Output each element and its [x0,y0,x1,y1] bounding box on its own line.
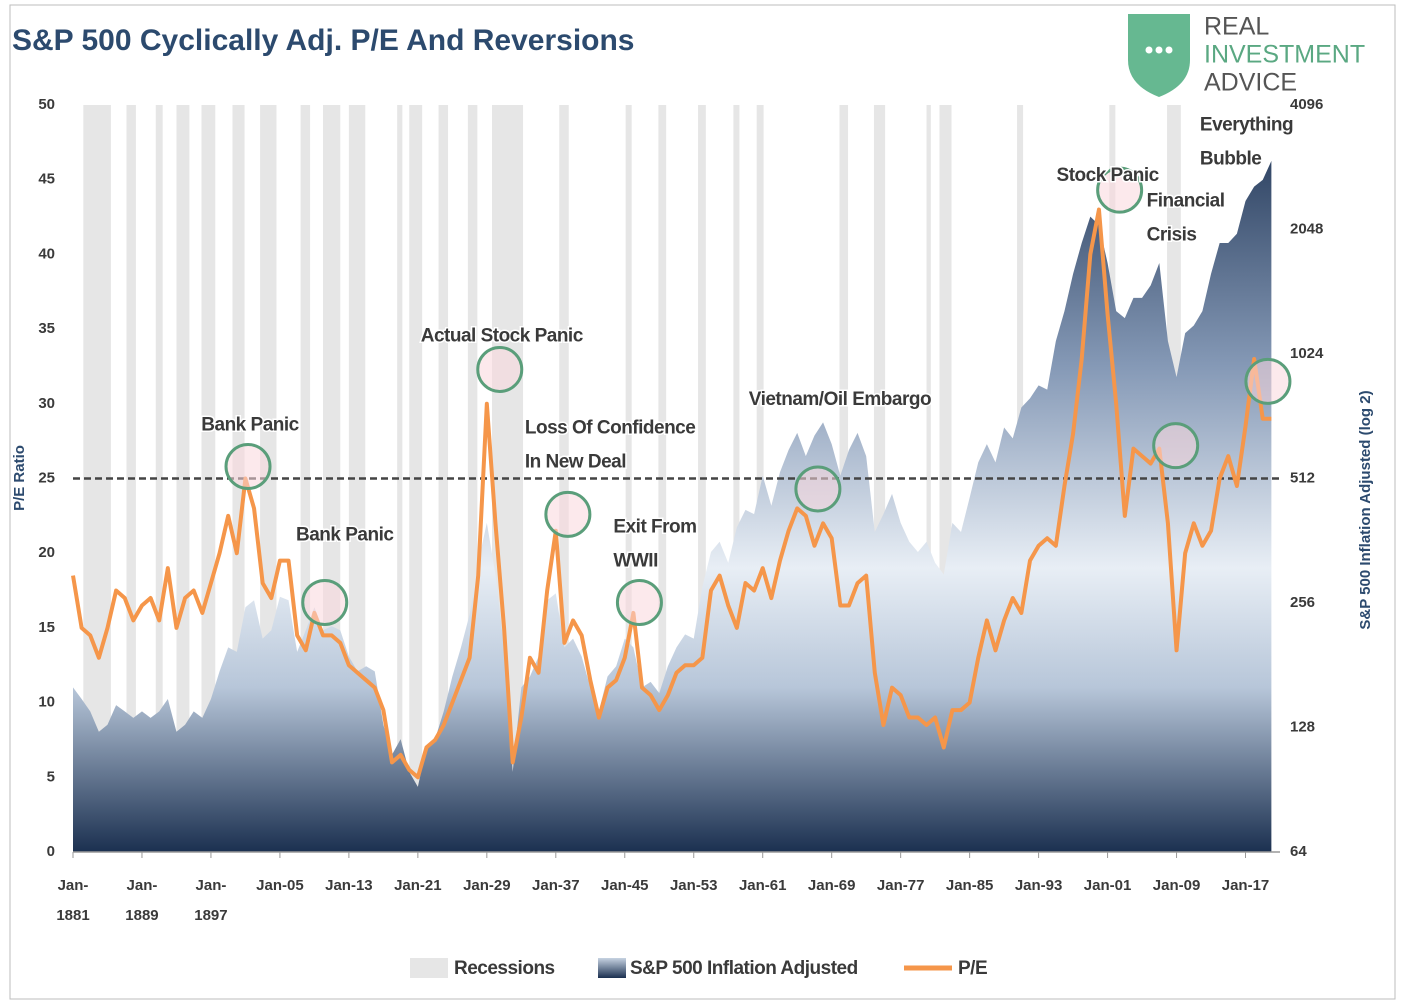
x-tick-label: Jan-29 [463,877,511,894]
y-tick-label: 10 [38,694,55,711]
annotation-circle [224,443,272,491]
frame [9,4,1396,1000]
annotation-label: Stock Panic [1057,165,1160,186]
annotation-label: In New Deal [525,451,626,472]
x-tick-label: Jan-09 [1153,877,1201,894]
x-tick-label-line: Jan- [127,877,158,894]
logo-dot [1155,46,1163,54]
annotation-circle [476,345,524,393]
y2-tick-label: 512 [1290,469,1315,486]
legend-swatch [598,958,626,978]
recession-band [176,105,190,852]
x-tick-label: Jan-61 [739,877,787,894]
logo-text: REAL [1204,13,1269,41]
x-tick-label: Jan-93 [1015,877,1063,894]
x-tick-label: Jan-21 [394,877,442,894]
y-tick-label: 50 [38,96,55,113]
area [73,160,1272,853]
y-tick-label: 20 [38,544,55,561]
y2-tick-label: 128 [1290,718,1315,735]
x-tick-label: Jan-77 [877,877,925,894]
annotation-circle [544,490,592,538]
x-tick-label-line: Jan- [196,877,227,894]
logo-shield [1128,14,1190,97]
y-tick-label: 40 [38,245,55,262]
y-tick-label: 45 [38,171,55,188]
x-tick-label: Jan-05 [256,877,304,894]
chart-title: S&P 500 Cyclically Adj. P/E And Reversio… [12,24,635,57]
x-tick-label-line: 1881 [56,907,89,924]
legend-label: Recessions [454,958,555,979]
annotation-label: Actual Stock Panic [421,325,584,346]
logo-dot [1145,46,1153,54]
annotation-circle [615,579,663,627]
x-tick-label-line: Jan- [58,877,89,894]
annotation-circle [1152,422,1200,470]
y2-tick-label: 1024 [1290,345,1324,362]
x-tick-label: Jan- 1897 [194,877,227,924]
y2-tick-label: 2048 [1290,220,1323,237]
y2-axis-label: S&P 500 Inflation Adjusted (log 2) [1357,390,1374,629]
annotation-circle [1244,357,1292,405]
y-tick-label: 15 [38,619,55,636]
legend-label: S&P 500 Inflation Adjusted [630,958,858,979]
x-tick-label: Jan-17 [1222,877,1270,894]
x-tick-label-line: 1897 [194,907,227,924]
annotation-circle [301,579,349,627]
recession-band [397,105,403,852]
recession-band [155,105,163,852]
y-tick-label: 30 [38,395,55,412]
x-tick-label: Jan-45 [601,877,649,894]
line [71,207,1272,780]
annotation-circle [794,465,842,513]
y2-tick-label: 4096 [1290,96,1323,113]
annotation-label: Bank Panic [201,415,299,436]
y-tick-label: 5 [47,768,55,785]
annotation-label: Exit From [613,517,696,538]
recession-band [438,105,449,852]
annotation-label: Everything [1200,114,1293,135]
y-tick-label: 25 [38,469,55,486]
annotation-label: Financial [1147,191,1225,212]
y-axis-label: P/E Ratio [11,445,28,511]
annotation-label: WWII [613,551,658,572]
logo-text: ADVICE [1204,69,1297,97]
y2-tick-label: 64 [1290,843,1307,860]
annotation-label: Loss Of Confidence [525,417,695,438]
x-tick-label: Jan-53 [670,877,718,894]
x-tick-label: Jan- 1889 [125,877,158,924]
y2-tick-label: 256 [1290,594,1315,611]
y-tick-label: 0 [47,843,55,860]
annotation-label: Vietnam/Oil Embargo [749,389,931,410]
x-tick-label: Jan-37 [532,877,580,894]
x-tick-label: Jan-85 [946,877,994,894]
legend-label: P/E [958,958,987,979]
plot: 0 5 10 15 20 25 30 35 40 45 50 64 128 256 512 1024 2048 4… [38,96,1324,924]
x-tick-label: Jan- 1881 [56,877,89,924]
logo-dot [1165,46,1173,54]
y-tick-label: 35 [38,320,55,337]
x-tick-label: Jan-69 [808,877,856,894]
annotation-label: Crisis [1147,225,1197,246]
logo-text: INVESTMENT [1204,41,1365,69]
annotation-circle [1096,166,1144,214]
x-tick-label-line: 1889 [125,907,158,924]
x-tick-label: Jan-01 [1084,877,1132,894]
recession-band [926,105,931,852]
legend-swatch [410,958,448,978]
annotation-label: Bank Panic [296,525,394,546]
logo: REAL INVESTMENT ADVICE [1128,13,1365,97]
x-tick-label: Jan-13 [325,877,373,894]
legend: Recessions S&P 500 Inflation Adjusted P/… [410,957,989,981]
annotation-label: Bubble [1200,148,1261,169]
